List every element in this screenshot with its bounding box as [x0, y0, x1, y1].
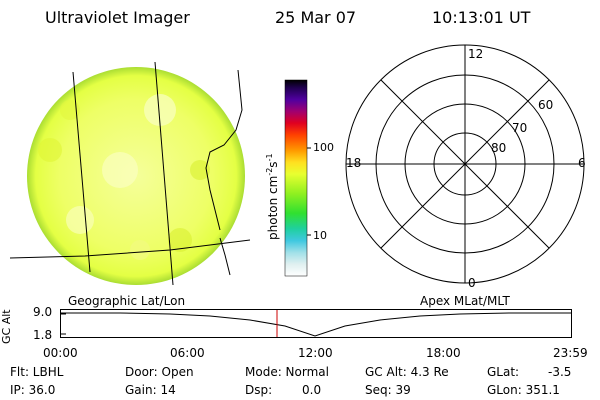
- door-readout: Door: Open: [125, 365, 194, 379]
- emission-speckle: [38, 94, 210, 260]
- colorbar-unit-label: photon cm-2s-1: [265, 153, 280, 240]
- apex-grid-label: Apex MLat/MLT: [420, 294, 510, 308]
- altitude-plot: [60, 309, 572, 338]
- uv-earth-disk-image: [9, 61, 251, 286]
- mode-readout: Mode: Normal: [245, 365, 329, 379]
- time-label: 10:13:01 UT: [432, 8, 531, 27]
- ip-readout: IP: 36.0: [10, 383, 56, 397]
- time-tick-2359: 23:59: [553, 346, 588, 360]
- time-tick-1200: 12:00: [298, 346, 333, 360]
- coastline: [205, 69, 243, 276]
- mlt-label-6: 6: [578, 156, 586, 170]
- intensity-colorbar: [284, 79, 311, 277]
- mlat-label-60: 60: [538, 98, 554, 112]
- altitude-curve: [61, 312, 571, 337]
- colorbar-label-100: 100: [313, 141, 334, 154]
- geographic-grid: [9, 61, 251, 286]
- time-tick-1800: 18:00: [426, 346, 461, 360]
- instrument-title: Ultraviolet Imager: [45, 8, 190, 27]
- gc-alt-axis-label: GC Alt: [0, 309, 13, 344]
- altitude-plot-frame: [60, 309, 572, 338]
- filter-readout: Flt: LBHL: [10, 365, 64, 379]
- time-tick-0600: 06:00: [170, 346, 205, 360]
- alt-tick-top: 9.0: [33, 305, 53, 319]
- polar-mlat-mlt-plot: [345, 44, 585, 284]
- mlt-label-0: 0: [468, 276, 476, 290]
- colorbar-label-10: 10: [313, 229, 327, 242]
- dsp-readout-value: 0.0: [302, 383, 322, 397]
- mlt-label-18: 18: [346, 156, 362, 170]
- mlat-label-80: 80: [491, 141, 507, 155]
- dsp-readout-label: Dsp:: [245, 383, 273, 397]
- glon-readout: GLon: 351.1: [487, 383, 560, 397]
- mlt-label-12: 12: [468, 47, 484, 61]
- time-tick-0000: 00:00: [43, 346, 78, 360]
- gc-alt-readout: GC Alt: 4.3 Re: [365, 365, 449, 379]
- glat-readout-label: GLat:: [487, 365, 520, 379]
- seq-readout: Seq: 39: [365, 383, 411, 397]
- alt-tick-bottom: 1.8: [33, 328, 53, 342]
- date-label: 25 Mar 07: [275, 8, 357, 27]
- gain-readout: Gain: 14: [125, 383, 176, 397]
- polar-diagonal-2: [380, 79, 550, 249]
- glat-readout-value: -3.5: [548, 365, 572, 379]
- mlat-label-70: 70: [512, 121, 528, 135]
- geographic-grid-label: Geographic Lat/Lon: [68, 294, 186, 308]
